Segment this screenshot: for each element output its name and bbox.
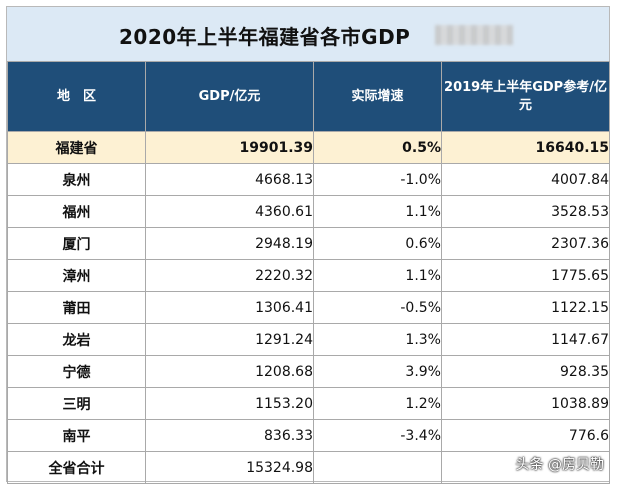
cell-growth: -0.5% (313, 291, 442, 324)
cell-ref2019: 1775.65 (441, 259, 610, 292)
gdp-table-frame: 2020年上半年福建省各市GDP 地 区 GDP/亿元 实际增速 2019年上半… (6, 6, 610, 484)
cell-growth: -1.0% (313, 163, 442, 196)
blurred-text (435, 25, 513, 45)
cell-growth: 3.9% (313, 355, 442, 388)
cell-growth: 1.1% (313, 195, 442, 228)
cell-gdp: 1208.68 (145, 355, 314, 388)
cell-ref2019: 1122.15 (441, 291, 610, 324)
table-row: 泉州 4668.13 -1.0% 4007.84 (7, 163, 610, 196)
cell-ref2019: 3528.53 (441, 195, 610, 228)
cell-gdp: 19901.39 (145, 131, 314, 164)
cell-growth: 1.1% (313, 259, 442, 292)
table-row-total: 全省合计 15324.98 (7, 451, 610, 484)
header-ref2019: 2019年上半年GDP参考/亿元 (441, 61, 610, 132)
table-row: 龙岩 1291.24 1.3% 1147.67 (7, 323, 610, 356)
cell-gdp: 1306.41 (145, 291, 314, 324)
cell-region: 南平 (7, 419, 146, 452)
cell-region: 厦门 (7, 227, 146, 260)
table-title: 2020年上半年福建省各市GDP (119, 25, 411, 49)
header-growth: 实际增速 (313, 61, 442, 132)
table-row: 宁德 1208.68 3.9% 928.35 (7, 355, 610, 388)
cell-gdp: 4360.61 (145, 195, 314, 228)
cell-growth: 0.6% (313, 227, 442, 260)
table-row: 福建省 19901.39 0.5% 16640.15 (7, 131, 610, 164)
table-row: 三明 1153.20 1.2% 1038.89 (7, 387, 610, 420)
cell-gdp: 2948.19 (145, 227, 314, 260)
cell-ref2019: 776.6 (441, 419, 610, 452)
cell-ref2019: 2307.36 (441, 227, 610, 260)
watermark-text: 头条 @房贝勒 (515, 457, 604, 473)
cell-region: 漳州 (7, 259, 146, 292)
cell-ref2019: 16640.15 (441, 131, 610, 164)
header-gdp: GDP/亿元 (145, 61, 314, 132)
gdp-table: 地 区 GDP/亿元 实际增速 2019年上半年GDP参考/亿元 福建省 199… (7, 61, 610, 484)
cell-region: 福州 (7, 195, 146, 228)
cell-ref2019: 1038.89 (441, 387, 610, 420)
cell-region: 泉州 (7, 163, 146, 196)
cell-region: 莆田 (7, 291, 146, 324)
cell-gdp: 15324.98 (145, 451, 314, 484)
cell-growth: 0.5% (313, 131, 442, 164)
header-row: 地 区 GDP/亿元 实际增速 2019年上半年GDP参考/亿元 (7, 61, 610, 132)
cell-growth: -3.4% (313, 419, 442, 452)
cell-region: 全省合计 (7, 451, 146, 484)
cell-region: 三明 (7, 387, 146, 420)
cell-gdp: 1153.20 (145, 387, 314, 420)
table-row: 漳州 2220.32 1.1% 1775.65 (7, 259, 610, 292)
cell-ref2019 (441, 451, 610, 484)
cell-gdp: 2220.32 (145, 259, 314, 292)
table-row: 莆田 1306.41 -0.5% 1122.15 (7, 291, 610, 324)
cell-gdp: 836.33 (145, 419, 314, 452)
table-row: 南平 836.33 -3.4% 776.6 (7, 419, 610, 452)
cell-ref2019: 928.35 (441, 355, 610, 388)
cell-region: 龙岩 (7, 323, 146, 356)
header-region: 地 区 (7, 61, 146, 132)
cell-growth: 1.2% (313, 387, 442, 420)
cell-ref2019: 1147.67 (441, 323, 610, 356)
cell-growth: 1.3% (313, 323, 442, 356)
title-row: 2020年上半年福建省各市GDP (7, 7, 609, 62)
table-row: 福州 4360.61 1.1% 3528.53 (7, 195, 610, 228)
cell-gdp: 1291.24 (145, 323, 314, 356)
cell-growth (313, 451, 442, 484)
cell-region: 宁德 (7, 355, 146, 388)
cell-gdp: 4668.13 (145, 163, 314, 196)
table-row: 厦门 2948.19 0.6% 2307.36 (7, 227, 610, 260)
cell-ref2019: 4007.84 (441, 163, 610, 196)
cell-region: 福建省 (7, 131, 146, 164)
